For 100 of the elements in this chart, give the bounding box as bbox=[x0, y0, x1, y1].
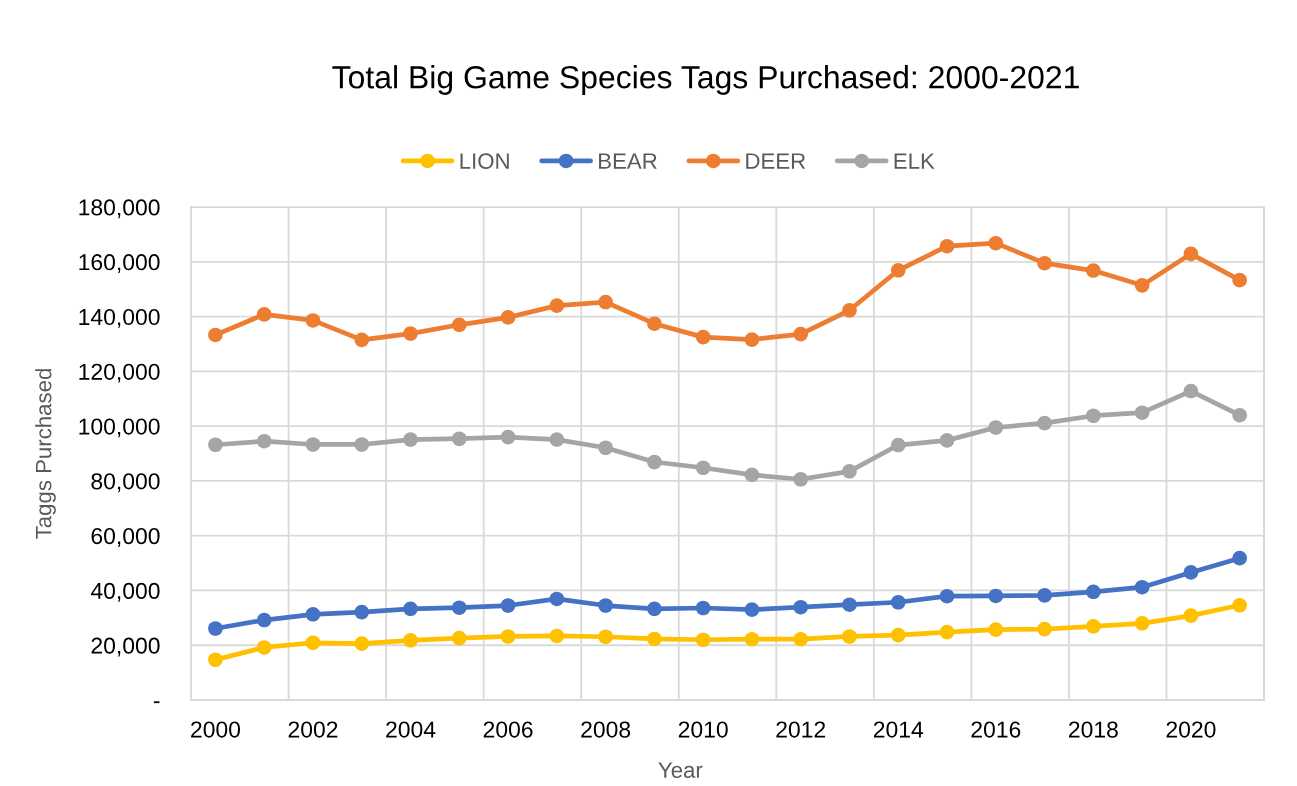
y-tick-label: 60,000 bbox=[91, 527, 160, 547]
point bbox=[354, 437, 370, 452]
x-tick-label: 2020 bbox=[1166, 721, 1216, 738]
point bbox=[452, 630, 467, 646]
x-tick-label: 2012 bbox=[776, 721, 826, 738]
y-tick-label: 40,000 bbox=[90, 582, 160, 602]
point bbox=[1232, 272, 1247, 288]
point bbox=[695, 600, 711, 616]
point bbox=[647, 316, 662, 331]
point bbox=[890, 437, 906, 453]
point bbox=[403, 633, 418, 648]
point bbox=[793, 326, 808, 342]
x-tick-label: 2018 bbox=[1069, 721, 1118, 738]
chart-title: Total Big Game Species Tags Purchased: 2000-2021 bbox=[332, 65, 1079, 95]
point bbox=[793, 599, 808, 615]
y-tick-label: 140,000 bbox=[79, 308, 160, 328]
x-tick-label: 2014 bbox=[873, 721, 924, 738]
point bbox=[793, 471, 808, 487]
point bbox=[403, 432, 418, 447]
x-tick-label: 2004 bbox=[386, 721, 436, 738]
point bbox=[208, 652, 223, 668]
point bbox=[988, 420, 1004, 435]
legend-label: DEER bbox=[746, 153, 806, 169]
point bbox=[598, 294, 613, 310]
point bbox=[890, 263, 906, 278]
point bbox=[549, 432, 565, 447]
point bbox=[256, 433, 272, 449]
point bbox=[256, 307, 272, 322]
point bbox=[1086, 619, 1101, 634]
point bbox=[1134, 579, 1150, 595]
point bbox=[695, 632, 711, 648]
point bbox=[598, 598, 613, 613]
point bbox=[452, 431, 467, 447]
x-axis-title: Year bbox=[658, 762, 703, 778]
point bbox=[354, 604, 370, 620]
x-tick-label: 2006 bbox=[483, 721, 533, 738]
point bbox=[939, 624, 955, 640]
point bbox=[256, 612, 272, 628]
point bbox=[354, 636, 370, 651]
point bbox=[1232, 407, 1247, 423]
y-tick-label: 20,000 bbox=[91, 637, 160, 657]
y-tick-label: 120,000 bbox=[79, 363, 160, 383]
legend-label: BEAR bbox=[599, 153, 657, 169]
x-tick-label: 2016 bbox=[971, 721, 1021, 738]
legend-label: ELK bbox=[894, 153, 935, 169]
y-tick-label: 160,000 bbox=[79, 254, 160, 274]
point bbox=[1037, 621, 1052, 637]
point bbox=[842, 597, 857, 612]
point bbox=[305, 437, 321, 452]
point bbox=[744, 631, 760, 647]
point bbox=[647, 631, 662, 647]
point bbox=[403, 601, 418, 617]
point bbox=[842, 302, 857, 318]
point bbox=[695, 460, 711, 476]
point bbox=[842, 629, 857, 644]
x-tick-label: 2010 bbox=[678, 721, 728, 738]
point bbox=[500, 598, 516, 613]
point bbox=[1086, 584, 1101, 600]
point bbox=[1183, 565, 1199, 580]
x-tick-label: 2002 bbox=[288, 721, 338, 738]
point bbox=[1134, 405, 1150, 421]
point bbox=[403, 326, 418, 341]
point bbox=[842, 464, 857, 479]
point bbox=[890, 594, 906, 610]
point bbox=[452, 600, 467, 616]
point bbox=[1037, 588, 1052, 603]
point bbox=[1134, 616, 1150, 631]
point bbox=[939, 433, 955, 448]
point bbox=[1183, 246, 1199, 262]
point bbox=[354, 332, 370, 348]
point bbox=[500, 429, 516, 445]
point bbox=[305, 313, 321, 328]
point bbox=[208, 437, 223, 453]
point bbox=[1086, 408, 1101, 424]
point bbox=[500, 310, 516, 325]
point bbox=[1037, 415, 1052, 431]
point bbox=[695, 329, 711, 345]
point bbox=[500, 629, 516, 644]
y-tick-label: 80,000 bbox=[91, 473, 160, 493]
point bbox=[744, 332, 760, 347]
point bbox=[305, 607, 321, 622]
point bbox=[744, 467, 760, 483]
point bbox=[939, 238, 955, 254]
point bbox=[256, 640, 272, 655]
point bbox=[988, 622, 1004, 637]
point bbox=[208, 327, 223, 343]
point bbox=[1037, 255, 1052, 271]
point bbox=[1086, 263, 1101, 278]
point bbox=[890, 627, 906, 643]
point bbox=[1183, 383, 1199, 399]
y-tick-label: 100,000 bbox=[79, 418, 160, 438]
point bbox=[1183, 608, 1199, 623]
point bbox=[208, 621, 223, 636]
y-tick-label: 180,000 bbox=[79, 199, 160, 219]
point bbox=[988, 235, 1004, 251]
point bbox=[305, 635, 321, 651]
y-axis-title: Taggs Purchased bbox=[35, 369, 56, 539]
point bbox=[549, 591, 565, 607]
y-tick-label: - bbox=[153, 701, 160, 704]
point bbox=[744, 602, 760, 617]
